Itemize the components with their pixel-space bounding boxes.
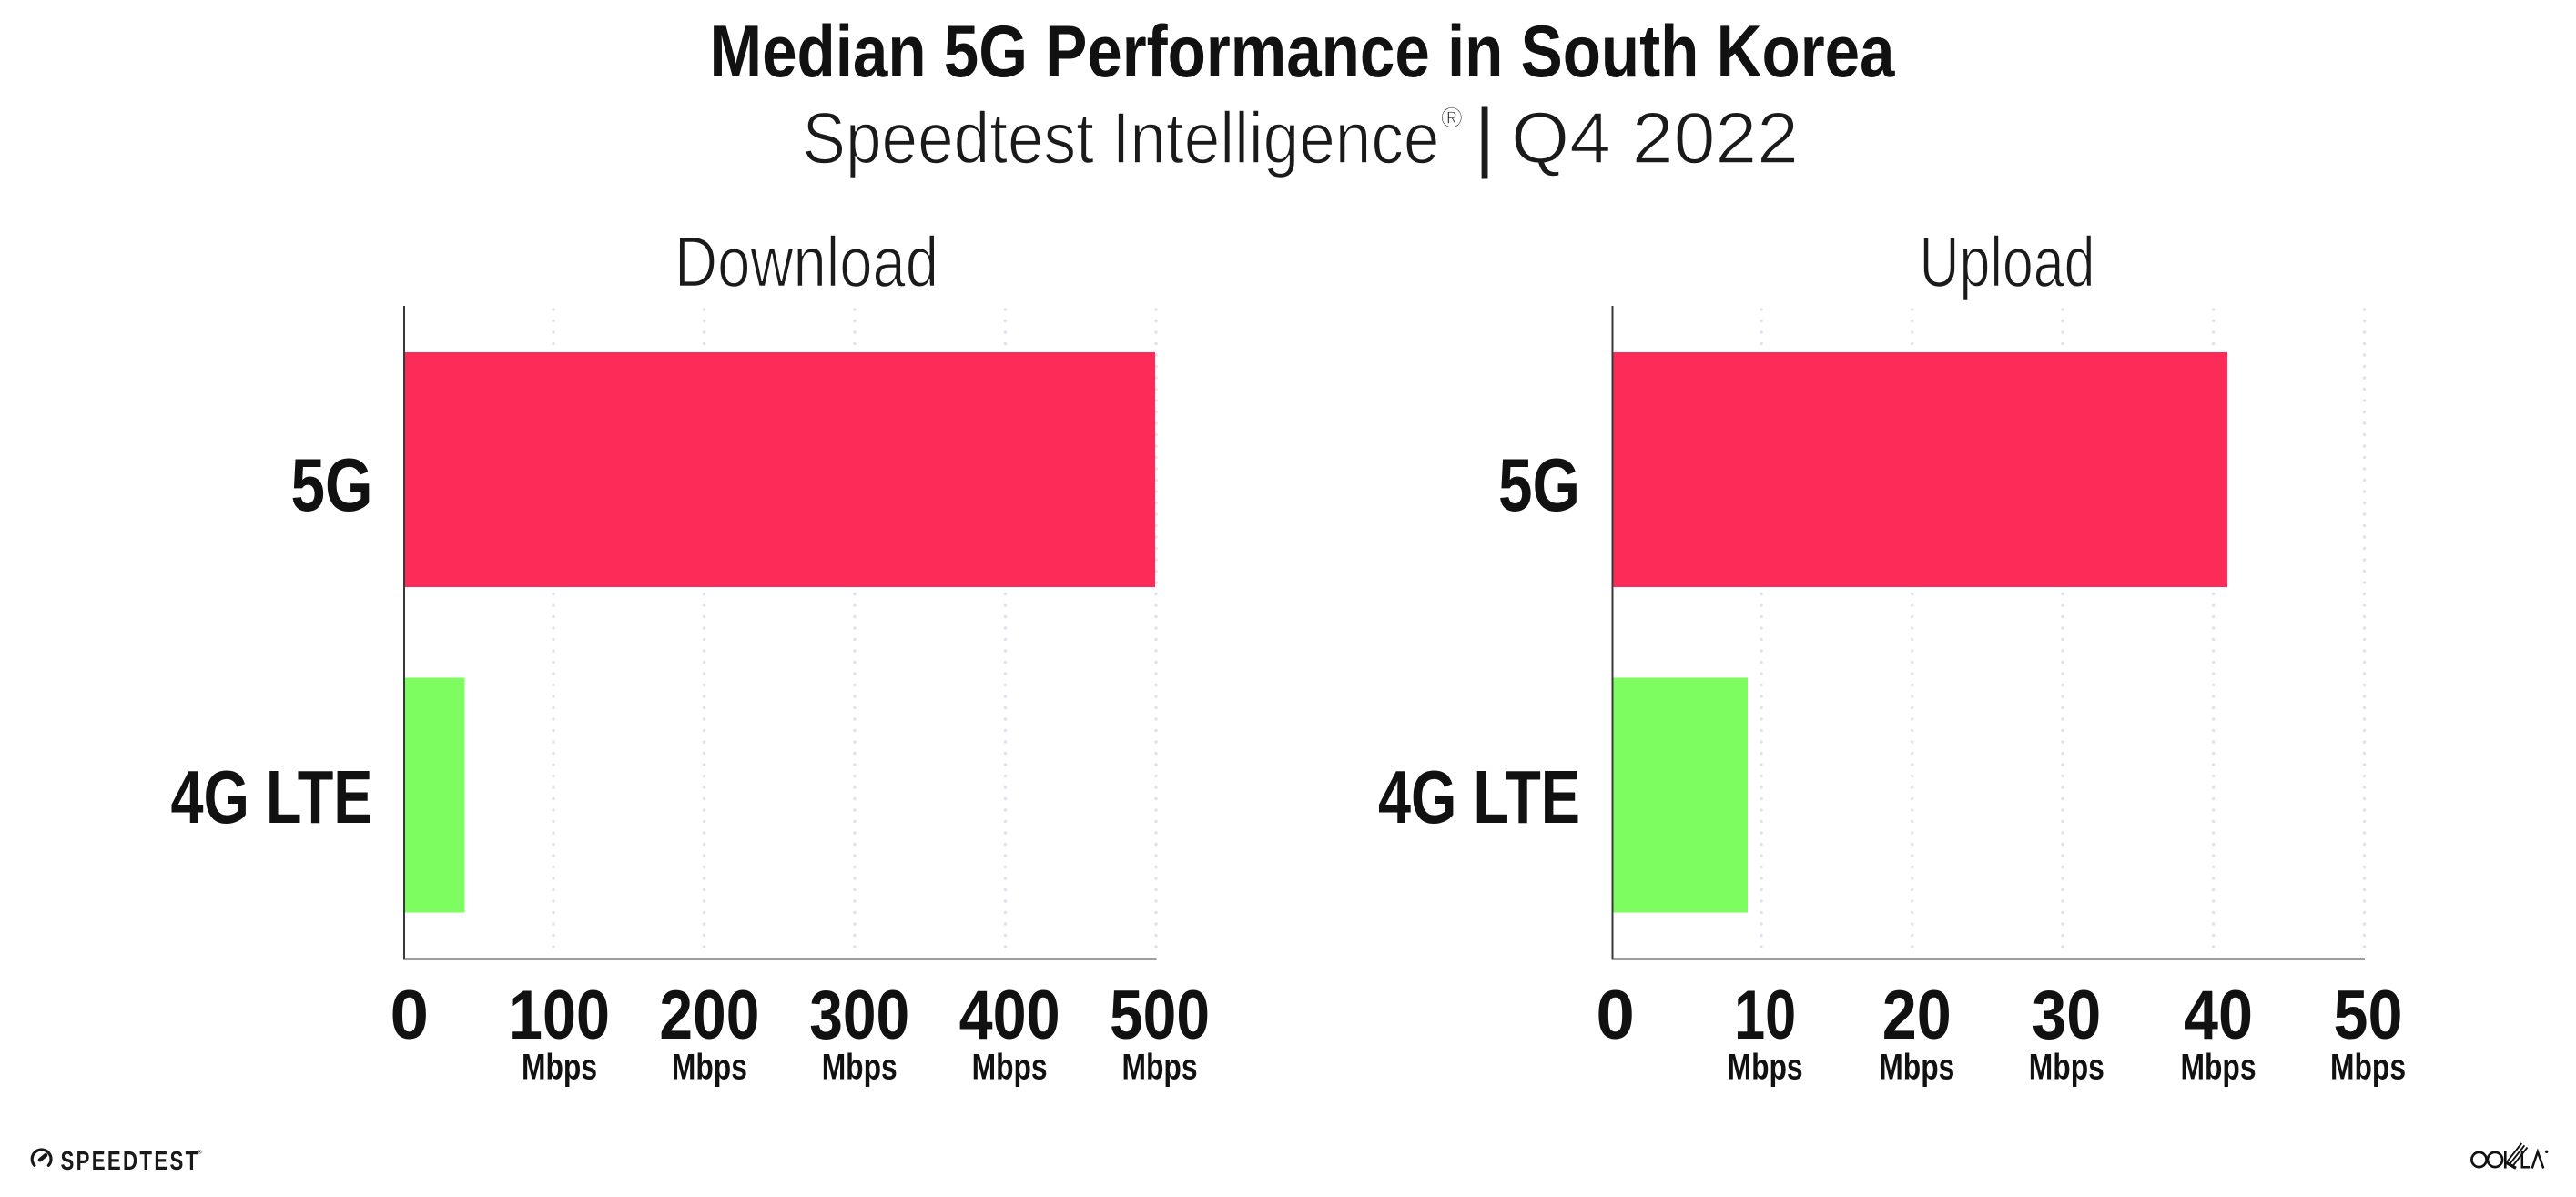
svg-text:50: 50 — [2334, 977, 2403, 1054]
svg-text:10: 10 — [1734, 977, 1796, 1054]
svg-text:300: 300 — [809, 977, 909, 1054]
svg-text:4G LTE: 4G LTE — [171, 755, 373, 839]
svg-text:®: ® — [198, 1149, 202, 1156]
svg-text:0: 0 — [390, 977, 430, 1054]
svg-text:4G LTE: 4G LTE — [1378, 755, 1580, 839]
svg-text:|: | — [1475, 94, 1495, 180]
svg-text:Mbps: Mbps — [1879, 1048, 1954, 1088]
svg-text:Mbps: Mbps — [972, 1048, 1048, 1088]
svg-text:®: ® — [1441, 101, 1463, 134]
svg-text:SPEEDTEST: SPEEDTEST — [61, 1147, 200, 1176]
svg-text:Mbps: Mbps — [1728, 1048, 1803, 1088]
svg-text:200: 200 — [659, 977, 759, 1054]
svg-text:Mbps: Mbps — [672, 1048, 747, 1088]
svg-text:500: 500 — [1110, 977, 1210, 1054]
svg-text:400: 400 — [959, 977, 1060, 1054]
svg-text:20: 20 — [1882, 977, 1952, 1054]
svg-text:5G: 5G — [291, 442, 373, 527]
svg-text:Mbps: Mbps — [822, 1048, 898, 1088]
svg-text:Download: Download — [674, 223, 938, 301]
svg-text:0: 0 — [1596, 977, 1635, 1054]
svg-text:30: 30 — [2032, 977, 2101, 1054]
svg-text:Q4 2022: Q4 2022 — [1511, 97, 1799, 178]
svg-text:Mbps: Mbps — [1122, 1048, 1198, 1088]
svg-text:Mbps: Mbps — [2181, 1048, 2257, 1088]
svg-text:Mbps: Mbps — [522, 1048, 597, 1088]
svg-text:5G: 5G — [1498, 442, 1580, 527]
svg-text:Median 5G Performance in South: Median 5G Performance in South Korea — [710, 11, 1896, 93]
svg-text:100: 100 — [509, 977, 610, 1054]
svg-text:Mbps: Mbps — [2029, 1048, 2104, 1088]
svg-text:Mbps: Mbps — [2330, 1048, 2406, 1088]
svg-text:Speedtest Intelligence: Speedtest Intelligence — [803, 97, 1440, 178]
svg-text:40: 40 — [2184, 977, 2253, 1054]
svg-text:Upload: Upload — [1920, 223, 2095, 301]
